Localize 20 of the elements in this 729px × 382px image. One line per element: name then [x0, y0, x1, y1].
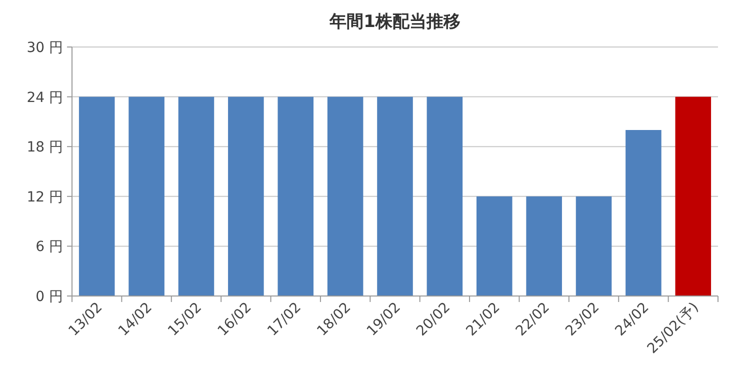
bar — [228, 96, 264, 296]
y-tick-label: 12 円 — [26, 189, 63, 206]
bar — [526, 196, 562, 296]
bar — [576, 196, 612, 296]
bar — [178, 96, 214, 296]
bar — [377, 96, 413, 296]
y-tick-label: 30 円 — [26, 40, 63, 56]
bar — [128, 96, 164, 296]
bar — [278, 96, 314, 296]
y-tick-label: 24 円 — [26, 90, 63, 106]
y-tick-label: 6 円 — [36, 239, 63, 256]
bar — [426, 96, 463, 296]
bar — [626, 130, 662, 296]
chart-title: 年間1株配当推移 — [328, 12, 460, 32]
y-tick-label: 0 円 — [36, 289, 63, 305]
bar — [78, 96, 115, 296]
bar — [327, 96, 364, 296]
bar — [675, 96, 712, 296]
y-tick-label: 18 円 — [26, 140, 63, 156]
bar — [476, 196, 512, 296]
